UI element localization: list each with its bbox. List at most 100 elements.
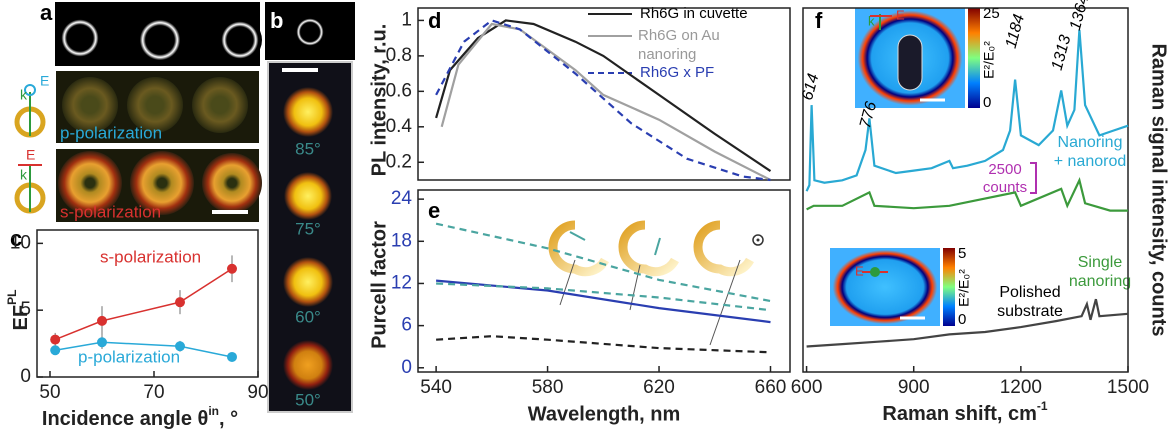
k-label: k: [20, 87, 28, 103]
y-tick-label: 12: [391, 272, 412, 293]
legend-label: Rh6G on Au nanoring: [638, 27, 720, 63]
series-line: [54, 268, 233, 341]
legend-label: Rh6G in cuvette: [640, 5, 748, 22]
spectrum-label: + nanorod: [1054, 153, 1127, 170]
peak-label: 776: [857, 100, 880, 130]
plot-frame: [417, 7, 791, 181]
y-label-main: EF: [10, 305, 32, 331]
x-tick-label: 660: [755, 377, 787, 398]
x-axis-label: Incidence angle θin, °: [42, 404, 238, 430]
panel-label: f: [815, 8, 823, 33]
x-label-main: Incidence angle θ: [42, 408, 208, 430]
series-line: [435, 19, 771, 182]
panel-label: c: [10, 226, 22, 251]
y-tick-label: 10: [10, 232, 31, 253]
y-tick-label: 0.4: [386, 116, 413, 137]
peak-label: 1184: [1003, 12, 1028, 50]
y-tick-label: 0.6: [386, 80, 412, 101]
series-line: [435, 222, 771, 303]
x-tick-label: 540: [420, 377, 452, 398]
series-line: [806, 298, 1129, 348]
y-axis-label: EFPL: [5, 290, 32, 331]
legend: Rh6G in cuvette Rh6G on Au nanoring Rh6G…: [588, 5, 748, 81]
angle-label: 50°: [295, 390, 321, 409]
y-tick-label: 24: [391, 188, 413, 209]
series-label: s-polarization: [100, 247, 201, 266]
peak-label: 1313: [1049, 33, 1075, 72]
series-label: p-polarization: [78, 347, 180, 366]
data-point: [50, 334, 61, 345]
x-tick-label: 90: [247, 382, 268, 403]
x-axis-label: Raman shift, cm-1: [882, 399, 1047, 425]
x-tick-label: 580: [532, 377, 564, 398]
panel-label: a: [40, 0, 53, 25]
scale-bracket: [1030, 162, 1037, 194]
x-label-sup: in: [208, 404, 219, 418]
data-point: [175, 341, 185, 352]
spectrum-label: Polished: [999, 284, 1060, 301]
y-tick-label: 0: [20, 366, 31, 387]
plot-frame: [802, 7, 1129, 373]
x-label-main: Raman shift, cm: [882, 403, 1036, 425]
e-label: E: [896, 7, 905, 22]
s-polarization-label: s-polarization: [60, 202, 161, 221]
data-point: [97, 337, 107, 348]
insets: [830, 8, 980, 326]
x-label-tail: , °: [219, 408, 238, 430]
colorbar-label: E²/E₀²: [981, 41, 997, 79]
series-line: [805, 29, 1129, 192]
y-tick-label: 0: [401, 357, 412, 378]
colorbar-min: 0: [983, 94, 991, 111]
y-tick-label: 6: [401, 315, 412, 336]
x-tick-label: 620: [643, 377, 675, 398]
scale-label: 2500: [988, 161, 1021, 178]
y-axis-label: Purcell factor: [368, 221, 390, 349]
spectrum-label: Nanoring: [1058, 134, 1123, 151]
colorbar-max: 5: [958, 245, 966, 262]
panel-b-images: [265, 2, 355, 413]
angle-label: 60°: [295, 307, 321, 326]
e-label: E: [26, 147, 35, 163]
x-tick-label: 600: [791, 377, 823, 398]
plot-frame: [36, 229, 259, 378]
peak-label: 614: [799, 72, 822, 102]
y-tick-label: 18: [391, 230, 412, 251]
scale-label: counts: [983, 179, 1027, 196]
x-tick-label: 1200: [1000, 377, 1042, 398]
data-point: [227, 263, 237, 274]
legend-label-box: Rh6G on Au nanoring: [638, 27, 720, 63]
colorbar-min: 0: [958, 311, 966, 328]
angle-label: 75°: [295, 219, 321, 238]
data-point: [97, 315, 107, 326]
p-polarization-label: p-polarization: [60, 123, 162, 142]
data-point: [175, 297, 185, 308]
spectrum-label: Single: [1078, 254, 1123, 271]
data-point: [227, 351, 237, 362]
y-tick-label: 0.8: [386, 45, 412, 66]
series-line: [436, 335, 771, 354]
series-line: [440, 22, 771, 181]
y-axis-label: PL intensity, r.u.: [368, 24, 390, 177]
series-line: [435, 19, 772, 173]
x-tick-label: 70: [143, 382, 164, 403]
y-tick-label: 1: [401, 9, 412, 30]
legend-label: Rh6G x PF: [640, 64, 714, 81]
series-line: [436, 282, 771, 312]
k-label: k: [20, 167, 28, 183]
e-label: E: [855, 263, 864, 278]
panel-label: b: [270, 8, 283, 33]
e-label: E: [40, 73, 49, 89]
series-line: [806, 177, 1128, 212]
x-tick-label: 900: [898, 377, 930, 398]
colorbar-label: E²/E₀²: [956, 269, 972, 307]
series-line: [55, 341, 233, 358]
spectrum-label: substrate: [997, 303, 1063, 320]
series-line: [436, 279, 771, 324]
x-axis-label: Wavelength, nm: [528, 403, 681, 425]
x-label-sup: -1: [1037, 399, 1048, 413]
colorbar-max: 25: [983, 5, 1000, 22]
x-tick-label: 1500: [1107, 377, 1149, 398]
y-tick-label: 0.2: [386, 151, 412, 172]
